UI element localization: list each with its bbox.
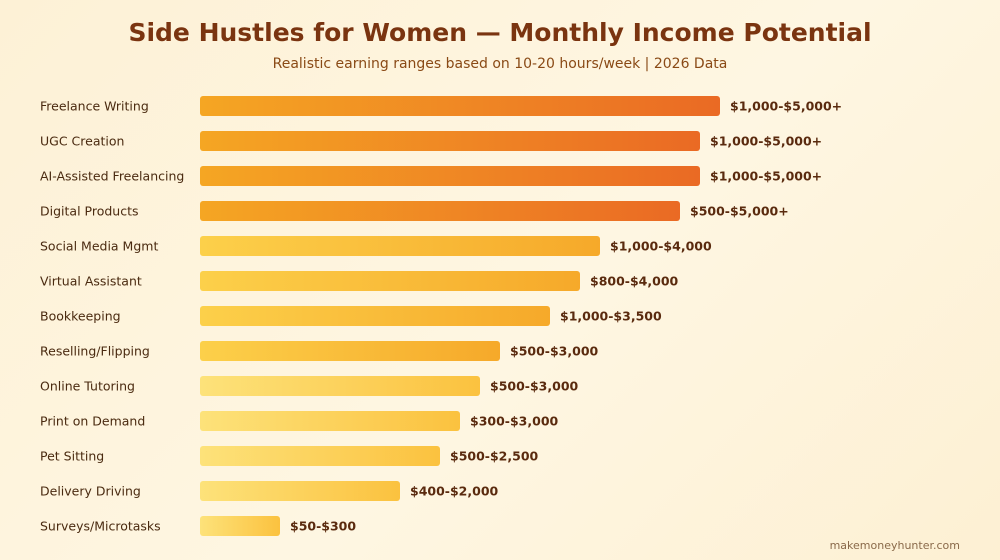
value-label: $500-$3,000: [490, 379, 579, 394]
category-label: AI-Assisted Freelancing: [40, 169, 184, 184]
bar: [200, 341, 500, 361]
bar: [200, 411, 460, 431]
category-label: Reselling/Flipping: [40, 344, 150, 359]
value-label: $1,000-$4,000: [610, 239, 712, 254]
category-label: Pet Sitting: [40, 449, 104, 464]
bar: [200, 96, 720, 116]
bar: [200, 516, 280, 536]
bar: [200, 481, 400, 501]
category-label: Surveys/Microtasks: [40, 519, 161, 534]
value-label: $800-$4,000: [590, 274, 679, 289]
chart-subtitle: Realistic earning ranges based on 10-20 …: [272, 56, 728, 72]
bar: [200, 306, 550, 326]
value-label: $300-$3,000: [470, 414, 559, 429]
category-label: Bookkeeping: [40, 309, 121, 324]
category-label: Print on Demand: [40, 414, 145, 429]
category-label: Social Media Mgmt: [40, 239, 158, 254]
category-label: Digital Products: [40, 204, 139, 219]
value-label: $1,000-$3,500: [560, 309, 662, 324]
value-label: $50-$300: [290, 519, 356, 534]
value-label: $500-$5,000+: [690, 204, 789, 219]
category-label: Online Tutoring: [40, 379, 135, 394]
watermark: makemoneyhunter.com: [829, 539, 960, 552]
bar: [200, 166, 700, 186]
value-label: $1,000-$5,000+: [710, 169, 822, 184]
bar: [200, 446, 440, 466]
bar: [200, 376, 480, 396]
category-label: Virtual Assistant: [40, 274, 142, 289]
bar: [200, 271, 580, 291]
category-label: Delivery Driving: [40, 484, 141, 499]
bar: [200, 131, 700, 151]
bar: [200, 236, 600, 256]
category-label: UGC Creation: [40, 134, 124, 149]
bar: [200, 201, 680, 221]
value-label: $400-$2,000: [410, 484, 499, 499]
value-label: $500-$2,500: [450, 449, 539, 464]
category-label: Freelance Writing: [40, 99, 149, 114]
value-label: $500-$3,000: [510, 344, 599, 359]
value-label: $1,000-$5,000+: [730, 99, 842, 114]
value-label: $1,000-$5,000+: [710, 134, 822, 149]
chart-title: Side Hustles for Women — Monthly Income …: [128, 18, 872, 47]
